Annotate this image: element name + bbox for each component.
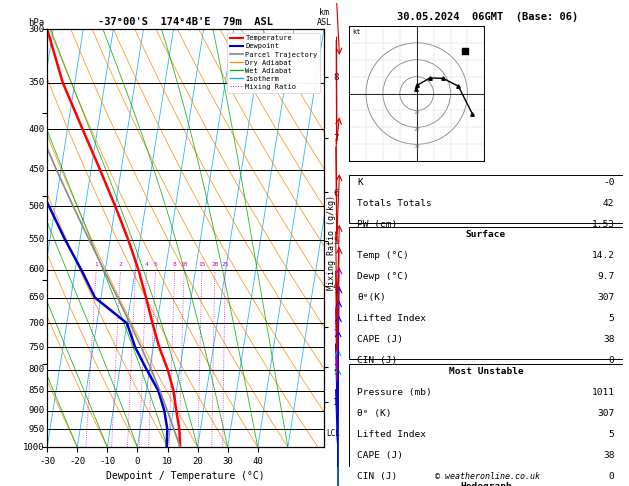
Text: 30.05.2024  06GMT  (Base: 06): 30.05.2024 06GMT (Base: 06) <box>397 12 578 22</box>
Text: © weatheronline.co.uk: © weatheronline.co.uk <box>435 472 540 481</box>
Text: kt: kt <box>352 29 361 35</box>
Text: Dewp (°C): Dewp (°C) <box>357 272 409 281</box>
Text: 4: 4 <box>145 262 148 267</box>
Text: 307: 307 <box>598 294 615 302</box>
Bar <box>349 227 623 359</box>
Text: 550: 550 <box>28 235 45 244</box>
Bar <box>349 479 623 486</box>
Text: 850: 850 <box>28 386 45 395</box>
Text: 3: 3 <box>134 262 138 267</box>
Text: 5: 5 <box>609 430 615 439</box>
Text: Lifted Index: Lifted Index <box>357 314 426 323</box>
Text: 650: 650 <box>28 293 45 302</box>
Text: km
ASL: km ASL <box>316 8 331 27</box>
Text: 1.53: 1.53 <box>591 220 615 229</box>
Text: 8: 8 <box>173 262 177 267</box>
Text: 500: 500 <box>28 202 45 211</box>
Text: CAPE (J): CAPE (J) <box>357 335 403 345</box>
X-axis label: Dewpoint / Temperature (°C): Dewpoint / Temperature (°C) <box>106 471 265 482</box>
Text: CAPE (J): CAPE (J) <box>357 451 403 460</box>
Text: 700: 700 <box>28 319 45 328</box>
Text: 10: 10 <box>413 110 420 116</box>
Bar <box>349 175 623 223</box>
Text: θᵉ (K): θᵉ (K) <box>357 409 392 418</box>
Text: 20: 20 <box>413 127 420 132</box>
Text: 350: 350 <box>28 78 45 87</box>
Text: 0: 0 <box>609 356 615 365</box>
Text: hPa: hPa <box>28 18 45 27</box>
Text: LCL: LCL <box>326 429 340 438</box>
Text: 42: 42 <box>603 199 615 208</box>
Text: Totals Totals: Totals Totals <box>357 199 432 208</box>
Text: 450: 450 <box>28 165 45 174</box>
Text: K: K <box>357 178 363 187</box>
Text: Lifted Index: Lifted Index <box>357 430 426 439</box>
Text: 20: 20 <box>211 262 219 267</box>
Text: Pressure (mb): Pressure (mb) <box>357 388 432 397</box>
Text: PW (cm): PW (cm) <box>357 220 398 229</box>
Text: 25: 25 <box>221 262 229 267</box>
Text: CIN (J): CIN (J) <box>357 356 398 365</box>
Text: -37°00'S  174°4B'E  79m  ASL: -37°00'S 174°4B'E 79m ASL <box>98 17 273 27</box>
Text: 900: 900 <box>28 406 45 415</box>
Text: Mixing Ratio (g/kg): Mixing Ratio (g/kg) <box>327 195 336 291</box>
Text: 38: 38 <box>603 451 615 460</box>
Text: 950: 950 <box>28 425 45 434</box>
Text: Most Unstable: Most Unstable <box>448 367 523 376</box>
Text: θᵉ(K): θᵉ(K) <box>357 294 386 302</box>
Text: 1: 1 <box>94 262 98 267</box>
Text: 1011: 1011 <box>591 388 615 397</box>
Text: 5: 5 <box>153 262 157 267</box>
Text: -0: -0 <box>603 178 615 187</box>
Text: 1000: 1000 <box>23 443 45 451</box>
Text: 38: 38 <box>603 335 615 345</box>
Text: 600: 600 <box>28 265 45 274</box>
Text: 2: 2 <box>119 262 123 267</box>
Bar <box>349 364 623 475</box>
Text: Hodograph: Hodograph <box>460 482 512 486</box>
Legend: Temperature, Dewpoint, Parcel Trajectory, Dry Adiabat, Wet Adiabat, Isotherm, Mi: Temperature, Dewpoint, Parcel Trajectory… <box>227 33 320 93</box>
Text: 800: 800 <box>28 365 45 374</box>
Text: Surface: Surface <box>466 230 506 240</box>
Text: 15: 15 <box>198 262 206 267</box>
Text: 750: 750 <box>28 343 45 352</box>
Text: 5: 5 <box>609 314 615 323</box>
Text: 9.7: 9.7 <box>598 272 615 281</box>
Text: 300: 300 <box>28 25 45 34</box>
Text: 14.2: 14.2 <box>591 251 615 260</box>
Text: 10: 10 <box>181 262 188 267</box>
Text: 400: 400 <box>28 124 45 134</box>
Text: 30: 30 <box>413 144 420 149</box>
Text: Temp (°C): Temp (°C) <box>357 251 409 260</box>
Text: 0: 0 <box>609 472 615 481</box>
Text: 307: 307 <box>598 409 615 418</box>
Text: CIN (J): CIN (J) <box>357 472 398 481</box>
